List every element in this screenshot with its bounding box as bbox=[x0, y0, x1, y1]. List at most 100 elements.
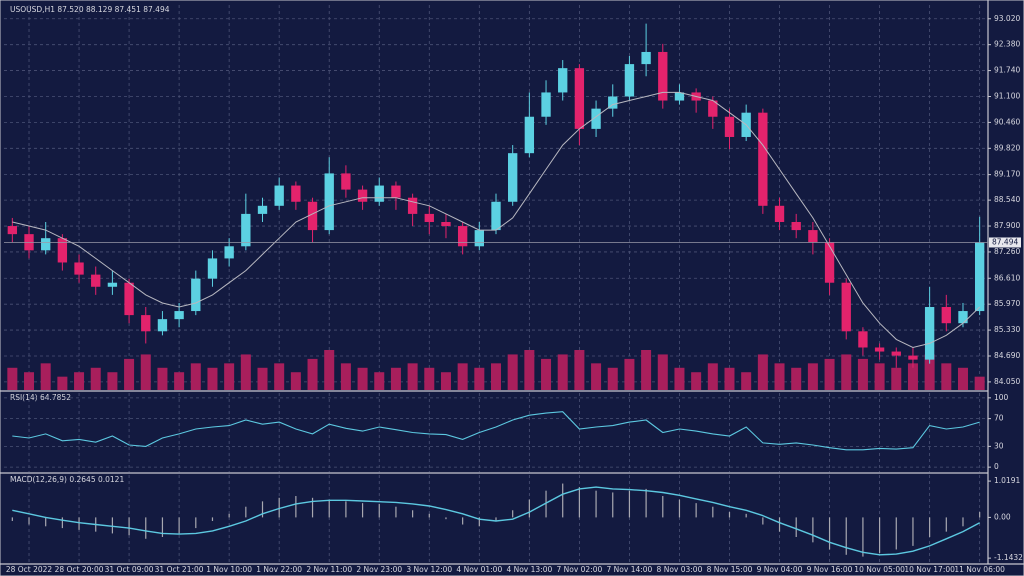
moving-average bbox=[12, 91, 981, 349]
volume-bar bbox=[340, 363, 351, 390]
macd-bar bbox=[912, 517, 914, 546]
y-tick-label: 89.170 bbox=[994, 170, 1020, 179]
candle-body bbox=[524, 116, 535, 154]
volume-bar bbox=[490, 363, 502, 390]
volume-bar bbox=[240, 354, 251, 390]
candle-body bbox=[541, 92, 551, 117]
macd-bar bbox=[311, 497, 314, 518]
macd-bar bbox=[462, 517, 464, 525]
y-tick-label: -1.1432 bbox=[994, 553, 1023, 562]
macd-bar bbox=[211, 517, 214, 521]
macd-bar bbox=[128, 517, 130, 536]
candle-body bbox=[74, 262, 84, 275]
macd-bar bbox=[61, 517, 63, 529]
macd-bar bbox=[428, 513, 430, 518]
macd-bar bbox=[361, 503, 364, 518]
volume-bar bbox=[791, 367, 802, 390]
candle-body bbox=[441, 221, 451, 227]
macd-bar bbox=[412, 510, 414, 518]
candle-body bbox=[57, 238, 68, 263]
volume-bar bbox=[474, 367, 485, 390]
y-tick-label: 92.380 bbox=[994, 40, 1020, 49]
candle-body bbox=[141, 315, 151, 332]
candle-body bbox=[124, 282, 134, 316]
volume-bar bbox=[674, 367, 685, 390]
volume-bar bbox=[707, 363, 718, 390]
candle-body bbox=[207, 258, 218, 279]
candle-body bbox=[841, 282, 851, 332]
volume-bar bbox=[724, 367, 735, 390]
macd-bar bbox=[295, 496, 297, 518]
macd-bar bbox=[11, 517, 13, 521]
macd-bar bbox=[895, 517, 897, 550]
candle-body bbox=[758, 112, 768, 206]
macd-bar bbox=[612, 492, 614, 518]
x-tick-label: 7 Nov 02:00 bbox=[556, 565, 602, 574]
y-tick-label: 85.970 bbox=[994, 299, 1020, 308]
candle-body bbox=[457, 226, 468, 247]
candle-body bbox=[558, 68, 568, 93]
volume-bar bbox=[224, 363, 235, 390]
y-tick-label: 90.460 bbox=[994, 117, 1020, 126]
x-tick-label: 1 Nov 22:00 bbox=[256, 565, 302, 574]
volume-bar bbox=[974, 376, 985, 390]
x-tick-label: 9 Nov 04:00 bbox=[757, 565, 803, 574]
x-tick-label: 31 Oct 09:00 bbox=[105, 565, 154, 574]
candle-body bbox=[191, 278, 201, 312]
y-tick-label: 89.820 bbox=[994, 143, 1020, 152]
macd-bar bbox=[195, 517, 197, 529]
candle-body bbox=[608, 96, 618, 109]
volume-bar bbox=[207, 367, 218, 390]
current-price-label: 87.494 bbox=[992, 237, 1018, 246]
macd-bar bbox=[345, 501, 347, 518]
macd-bar bbox=[378, 503, 380, 518]
volume-bar bbox=[90, 367, 101, 390]
volume-bar bbox=[107, 372, 118, 390]
candle-body bbox=[324, 173, 334, 231]
volume-bar bbox=[541, 358, 552, 390]
volume-bar bbox=[457, 363, 468, 390]
y-tick-label: 30 bbox=[994, 441, 1004, 450]
macd-bar bbox=[28, 517, 30, 525]
volume-bar bbox=[24, 372, 35, 390]
x-tick-label: 1 Nov 10:00 bbox=[206, 565, 252, 574]
macd-bar bbox=[728, 512, 731, 518]
macd-bar bbox=[595, 490, 597, 518]
volume-bar bbox=[807, 363, 818, 390]
volume-bar bbox=[140, 354, 151, 390]
candle-body bbox=[941, 307, 951, 324]
candle-body bbox=[791, 221, 801, 231]
y-tick-label: 0.00 bbox=[994, 512, 1011, 521]
candle-body bbox=[874, 347, 885, 352]
candle-body bbox=[858, 331, 868, 348]
macd-bar bbox=[745, 513, 747, 518]
x-tick-label: 4 Nov 13:00 bbox=[506, 565, 552, 574]
macd-bar bbox=[78, 517, 80, 530]
y-tick-label: 100 bbox=[994, 393, 1009, 402]
volume-bar bbox=[324, 350, 335, 390]
macd-bar bbox=[778, 517, 781, 532]
candle-body bbox=[374, 185, 384, 202]
macd-bar bbox=[328, 499, 330, 518]
x-tick-label: 4 Nov 01:00 bbox=[456, 565, 502, 574]
macd-bar bbox=[979, 512, 981, 518]
x-tick-label: 2 Nov 23:00 bbox=[356, 565, 402, 574]
candle-body bbox=[157, 319, 168, 332]
macd-bar bbox=[528, 499, 530, 518]
macd-bar bbox=[478, 517, 480, 527]
volume-bar bbox=[257, 367, 268, 390]
x-tick-label: 7 Nov 14:00 bbox=[607, 565, 653, 574]
macd-bar bbox=[111, 517, 114, 534]
y-tick-label: 93.020 bbox=[994, 14, 1020, 23]
volume-bar bbox=[557, 354, 568, 390]
candle-body bbox=[107, 282, 118, 287]
volume-bar bbox=[691, 372, 702, 390]
macd-bar bbox=[795, 517, 797, 537]
x-tick-label: 8 Nov 03:00 bbox=[657, 565, 703, 574]
volume-bar bbox=[374, 372, 385, 390]
candle-body bbox=[808, 230, 818, 243]
candle-body bbox=[591, 108, 601, 129]
x-tick-label: 10 Nov 05:00 bbox=[854, 565, 905, 574]
x-tick-label: 2 Nov 11:00 bbox=[306, 565, 352, 574]
